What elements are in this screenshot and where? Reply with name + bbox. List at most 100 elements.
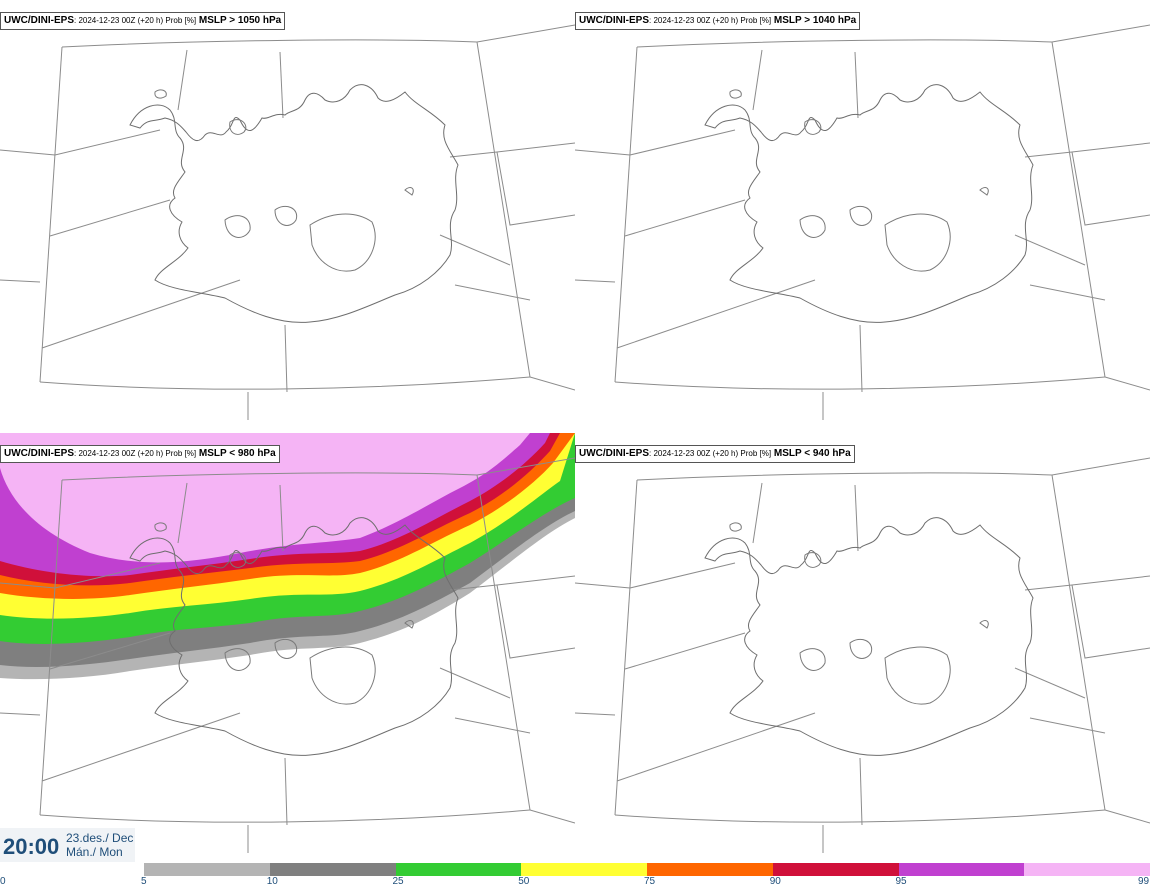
grid-line [859,324,863,393]
glacier-outline [799,215,826,238]
grid-line [575,712,616,716]
glacier-outline [154,89,167,99]
grid-line [476,24,575,43]
grid-line [1071,151,1150,226]
glacier-outline [804,119,822,135]
grid-line [39,46,63,383]
grid-line [61,39,478,48]
grid-line [454,284,531,301]
map-canvas-4 [575,457,1150,853]
grid-line [1014,234,1086,266]
glacier-outline [229,552,247,568]
grid-line [854,484,859,552]
grid-line [0,279,41,283]
glacier-outline [729,522,742,532]
grid-line [284,324,288,393]
colorbar-segment [144,863,271,876]
grid-line [529,809,575,824]
grid-line [454,717,531,734]
grid-line [61,472,478,481]
grid-line [476,41,531,378]
grid-line [41,279,241,349]
glacier-outline [849,638,873,659]
panel-title-1: UWC/DINI-EPS: 2024-12-23 00Z (+20 h) Pro… [0,12,286,30]
glacier-outline [309,213,376,272]
grid-line [177,482,188,544]
iceland-coastline [704,517,1034,756]
grid-line [575,562,736,589]
panel-title-3: UWC/DINI-EPS: 2024-12-23 00Z (+20 h) Pro… [0,445,280,463]
colorbar-segment [395,863,522,876]
grid-line [1104,376,1150,391]
grid-line [439,234,511,266]
colorbar-tick-label: 95 [895,876,907,887]
map-canvas-1 [0,24,575,420]
grid-line [575,129,736,156]
grid-line [1051,457,1150,476]
valid-time-clock: 20:00 [3,834,60,859]
glacier-outline [884,646,951,705]
glacier-outline [979,620,989,629]
glacier-outline [274,638,298,659]
grid-line [39,809,531,823]
glacier-outline [404,620,414,629]
grid-line [636,39,1053,48]
glacier-outline [799,648,826,671]
valid-time-date: 23.des./ Dec Mán./ Mon [66,831,134,859]
grid-line [1051,474,1106,811]
grid-line [496,151,575,226]
colorbar-tick-label: 10 [266,876,278,887]
map-panel-3: UWC/DINI-EPS: 2024-12-23 00Z (+20 h) Pro… [0,433,575,858]
map-panel-1: UWC/DINI-EPS: 2024-12-23 00Z (+20 h) Pro… [0,0,575,425]
iceland-coastline [129,84,459,323]
grid-line [0,712,41,716]
glacier-outline [274,205,298,226]
colorbar-segment [772,863,899,876]
grid-line [496,584,575,659]
grid-line [449,142,575,158]
grid-line [529,376,575,391]
grid-line [39,479,63,816]
prob-band-99 [0,433,530,563]
grid-line [854,51,859,119]
grid-line [476,474,531,811]
glacier-outline [154,522,167,532]
panel-title-4: UWC/DINI-EPS: 2024-12-23 00Z (+20 h) Pro… [575,445,855,463]
colorbar-tick-label: 25 [392,876,404,887]
grid-line [41,712,241,782]
grid-line [49,199,171,237]
grid-line [1051,41,1106,378]
colorbar-segment [269,863,396,876]
grid-line [1029,284,1106,301]
glacier-outline [884,213,951,272]
glacier-outline [849,205,873,226]
grid-line [614,479,638,816]
grid-line [616,712,816,782]
grid-line [752,49,763,111]
colorbar-segment [521,863,648,876]
colorbar-segment [898,863,1025,876]
grid-line [279,51,284,119]
glacier-outline [804,552,822,568]
grid-line [636,472,1053,481]
colorbar-segment [647,863,774,876]
panel-title-2: UWC/DINI-EPS: 2024-12-23 00Z (+20 h) Pro… [575,12,861,30]
colorbar-tick-label: 0 [0,876,6,887]
grid-line [177,49,188,111]
grid-line [859,757,863,826]
iceland-coastline [704,84,1034,323]
grid-line [614,809,1106,823]
colorbar [144,863,1150,876]
glacier-outline [229,119,247,135]
glacier-outline [309,646,376,705]
map-panel-2: UWC/DINI-EPS: 2024-12-23 00Z (+20 h) Pro… [575,0,1150,425]
probability-shading [0,433,575,680]
grid-line [575,279,616,283]
glacier-outline [404,187,414,196]
glacier-outline [224,648,251,671]
grid-line [476,457,575,476]
grid-line [1024,142,1150,158]
map-canvas-3 [0,433,575,853]
map-canvas-2 [575,24,1150,420]
colorbar-tick-label: 75 [644,876,656,887]
